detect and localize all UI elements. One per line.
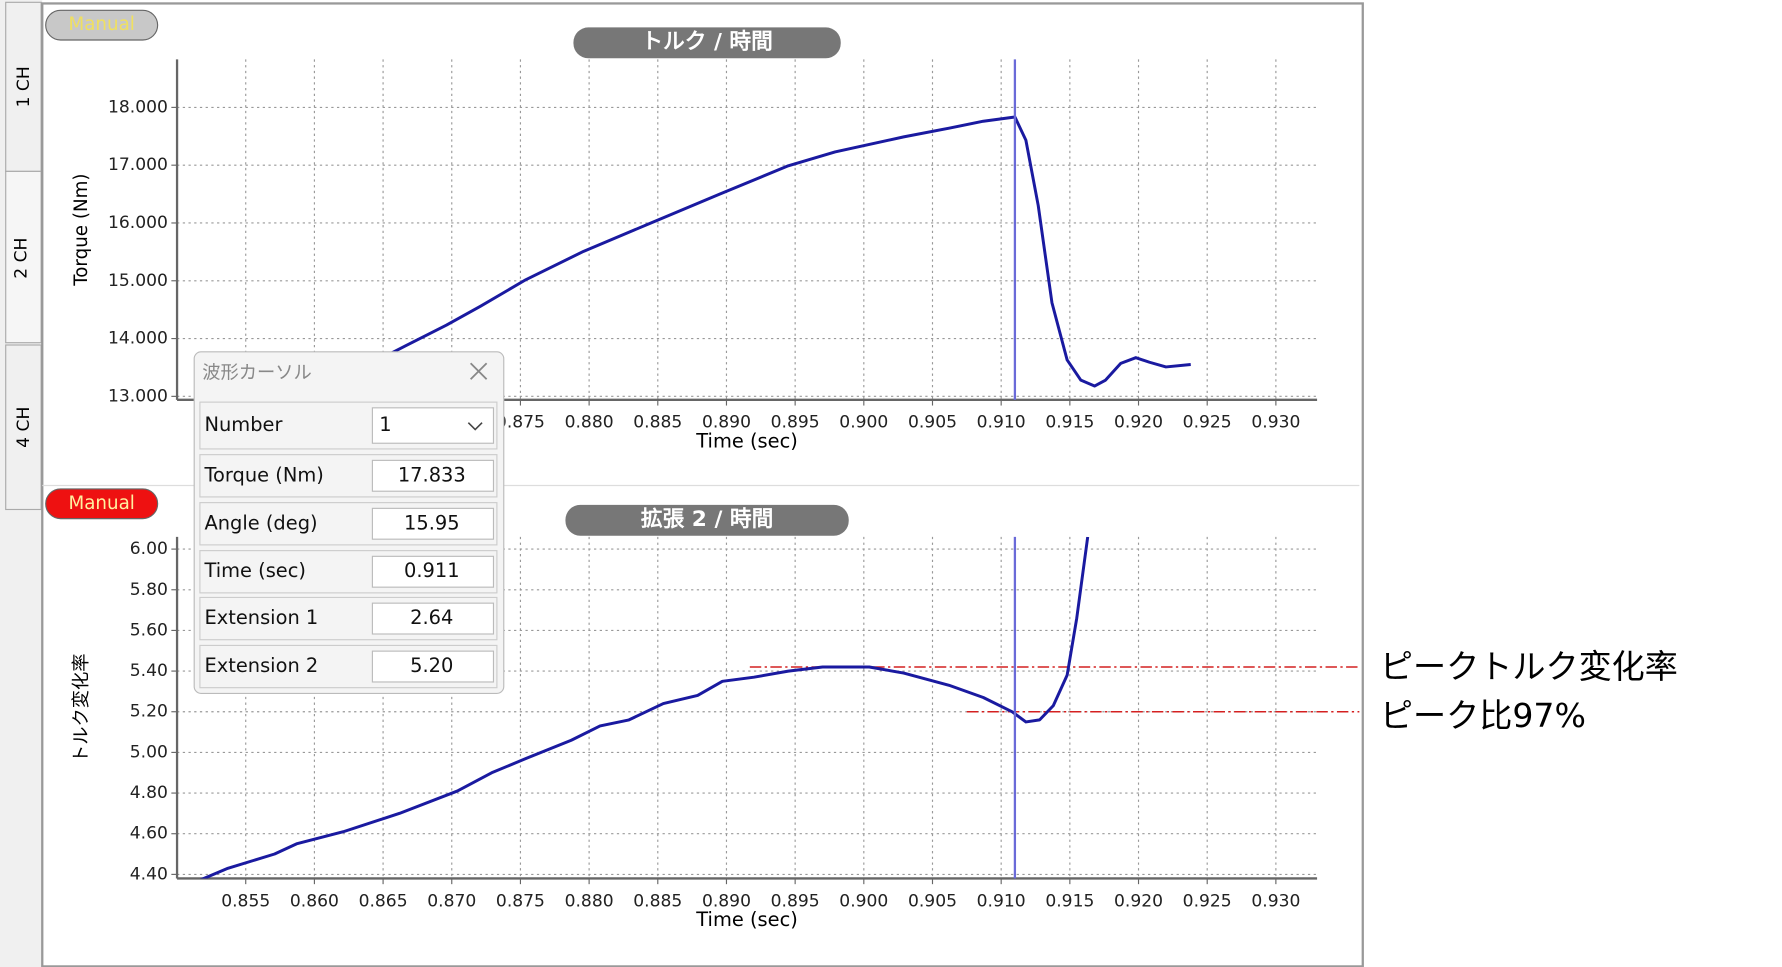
x-tick-label: 0.870 xyxy=(427,891,476,911)
mode-badge[interactable] xyxy=(45,9,159,41)
y-tick-label: 4.40 xyxy=(130,864,168,884)
dialog-title: 波形カーソル xyxy=(202,363,312,384)
mode-badge[interactable] xyxy=(45,488,159,520)
field-value: 0.911 xyxy=(404,559,460,582)
y-tick-label: 5.00 xyxy=(130,742,168,762)
x-tick-label: 0.900 xyxy=(839,413,888,433)
y-axis-title: Torque (Nm) xyxy=(71,173,92,286)
x-tick-label: 0.860 xyxy=(290,891,339,911)
field-box xyxy=(371,507,495,540)
x-tick-label: 0.910 xyxy=(977,891,1026,911)
y-tick-label: 5.80 xyxy=(130,580,168,600)
field-value: 2.64 xyxy=(410,606,453,629)
x-tick-label: 0.895 xyxy=(771,891,820,911)
tab[interactable] xyxy=(5,1,42,172)
tab[interactable] xyxy=(5,170,42,344)
x-tick-label: 0.925 xyxy=(1183,891,1232,911)
tab-label[interactable]: 4 CH xyxy=(14,407,34,448)
field-label: Torque (Nm) xyxy=(203,463,323,486)
x-tick-label: 0.905 xyxy=(908,413,957,433)
tab-label[interactable]: 1 CH xyxy=(14,66,34,107)
badge-label[interactable]: Manual xyxy=(68,493,134,514)
tab[interactable] xyxy=(5,344,42,511)
field-label: Number xyxy=(204,413,282,436)
title-pill xyxy=(573,27,841,59)
close-button[interactable] xyxy=(469,362,488,380)
x-axis-title: Time (sec) xyxy=(695,908,798,931)
x-tick-label: 0.885 xyxy=(633,413,682,433)
plot-area xyxy=(341,115,1191,388)
y-tick-label: 6.00 xyxy=(130,539,168,559)
field-value[interactable]: 1 xyxy=(379,413,391,436)
x-tick-label: 0.915 xyxy=(1045,413,1094,433)
x-tick-label: 0.925 xyxy=(1183,413,1232,433)
x-tick-label: 0.895 xyxy=(771,413,820,433)
field-box xyxy=(371,555,495,588)
y-tick-label: 16.000 xyxy=(108,213,168,233)
field-box xyxy=(371,602,495,635)
y-tick-label: 14.000 xyxy=(108,329,168,349)
y-tick-label: 13.000 xyxy=(108,386,168,406)
y-axis-title: トルク変化率 xyxy=(71,653,92,763)
y-tick-label: 17.000 xyxy=(108,155,168,175)
field-label: Extension 1 xyxy=(204,606,318,629)
data-line xyxy=(200,536,1090,879)
x-tick-label: 0.930 xyxy=(1251,413,1300,433)
x-tick-label: 0.880 xyxy=(565,891,614,911)
field-value: 15.95 xyxy=(404,511,460,534)
x-tick-label: 0.865 xyxy=(359,891,408,911)
y-tick-label: 5.60 xyxy=(130,620,168,640)
chart-title: トルク / 時間 xyxy=(641,29,772,54)
cursor-dialog: 波形カーソル Number 1 Torque (Nm) 17.833 Angle (de… xyxy=(193,351,505,694)
field-value: 5.20 xyxy=(410,654,453,677)
x-tick-label: 0.905 xyxy=(908,891,957,911)
field-label: Extension 2 xyxy=(204,654,318,677)
x-tick-label: 0.885 xyxy=(633,891,682,911)
x-tick-label: 0.875 xyxy=(496,413,545,433)
field-box xyxy=(371,650,495,683)
dialog-rows: Number 1 Torque (Nm) 17.833 Angle (deg) 15.95… xyxy=(199,401,498,689)
field-label: Time (sec) xyxy=(203,559,306,582)
x-tick-label: 0.930 xyxy=(1251,891,1300,911)
title-pill xyxy=(565,504,849,536)
x-tick-label: 0.890 xyxy=(702,413,751,433)
dropdown-arrow[interactable] xyxy=(467,422,483,431)
x-tick-label: 0.900 xyxy=(839,891,888,911)
data-line xyxy=(341,115,1191,388)
annotation: ピーク比97% xyxy=(1380,696,1586,735)
x-tick-label: 0.920 xyxy=(1114,413,1163,433)
x-tick-label: 0.915 xyxy=(1045,891,1094,911)
x-tick-label: 0.880 xyxy=(565,413,614,433)
y-tick-label: 5.20 xyxy=(130,702,168,722)
field-value: 17.833 xyxy=(398,463,466,486)
x-axis-title: Time (sec) xyxy=(695,430,798,453)
x-tick-label: 0.910 xyxy=(977,413,1026,433)
y-tick-label: 5.40 xyxy=(130,661,168,681)
chart-title: 拡張 2 / 時間 xyxy=(641,507,773,532)
x-tick-label: 0.855 xyxy=(221,891,270,911)
y-tick-label: 4.80 xyxy=(130,783,168,803)
y-tick-label: 15.000 xyxy=(108,271,168,291)
tab-label[interactable]: 2 CH xyxy=(12,238,32,279)
field-box xyxy=(371,459,495,492)
annotation: ピークトルク変化率 xyxy=(1380,647,1678,686)
y-tick-label: 4.60 xyxy=(130,824,168,844)
y-tick-label: 18.000 xyxy=(108,97,168,117)
plot-area xyxy=(200,536,1090,879)
badge-label[interactable]: Manual xyxy=(68,14,134,35)
field-label: Angle (deg) xyxy=(204,511,317,534)
x-tick-label: 0.875 xyxy=(496,891,545,911)
x-tick-label: 0.890 xyxy=(702,891,751,911)
field-box[interactable] xyxy=(371,407,495,444)
x-tick-label: 0.920 xyxy=(1114,891,1163,911)
